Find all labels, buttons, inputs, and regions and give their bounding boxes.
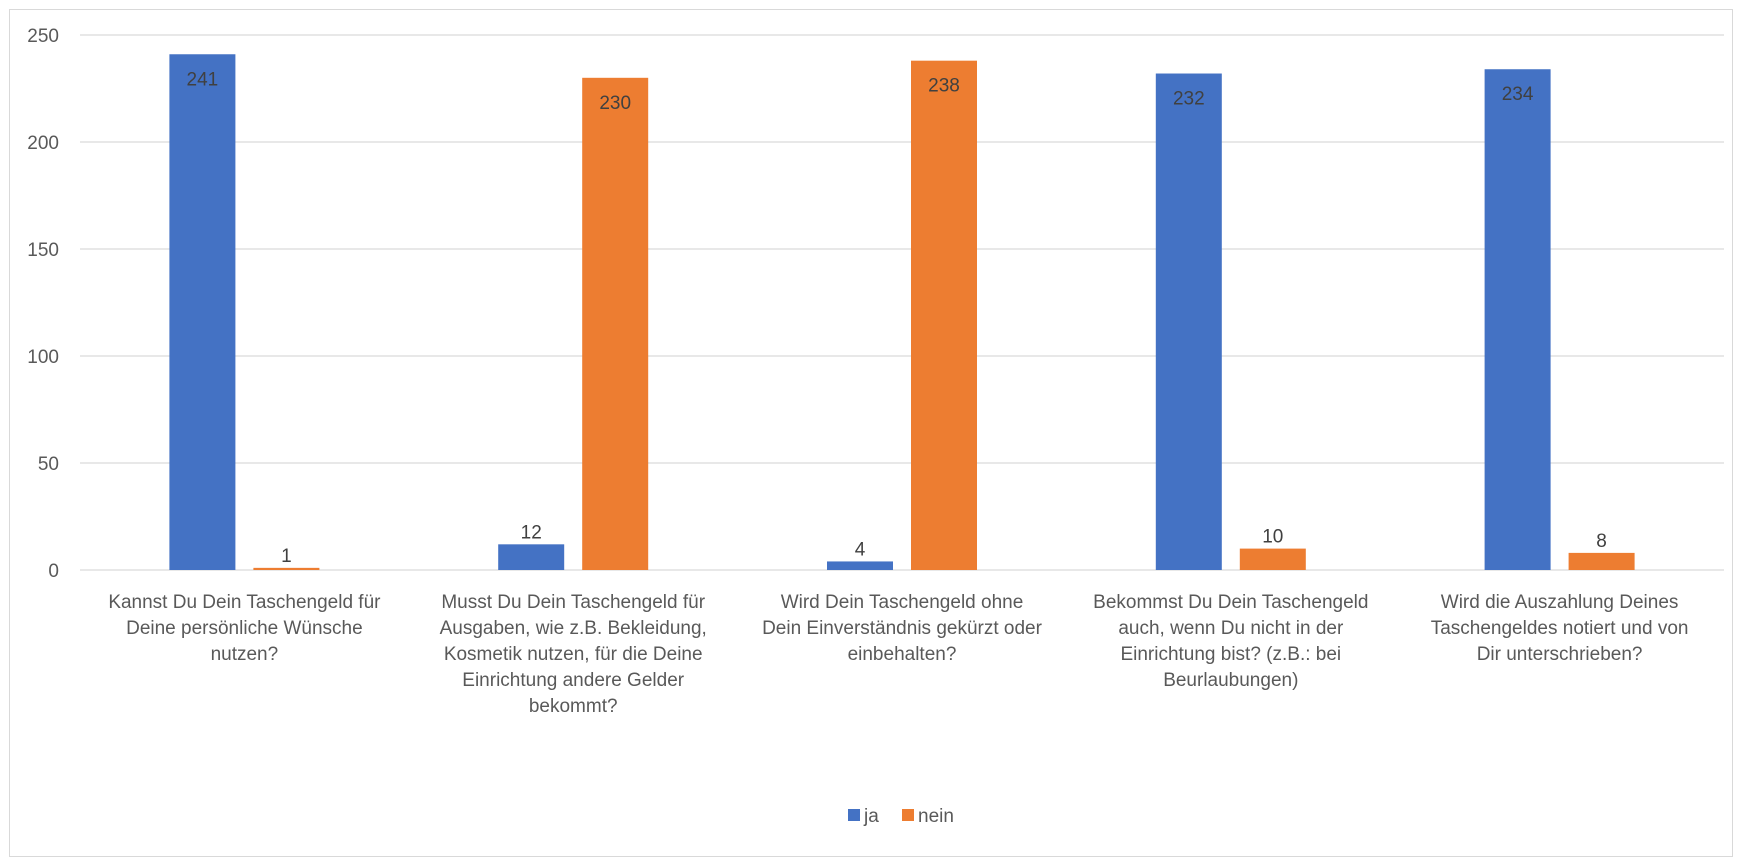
category-label-line: Dir unterschrieben?: [1477, 644, 1643, 665]
y-tick-label: 200: [27, 133, 59, 154]
category-label: Bekommst Du Dein Taschengeld auch, wenn D…: [1093, 592, 1368, 691]
gridlines: [80, 34, 1724, 571]
category-label-line: Beurlaubungen): [1163, 670, 1298, 691]
category-label-line: Taschengeldes notiert und von: [1431, 618, 1689, 639]
y-tick-label: 150: [27, 240, 59, 261]
data-label: 238: [928, 76, 960, 97]
y-axis-ticks: 0 50 100 150 200 250: [27, 26, 59, 582]
category-label: Wird Dein Taschengeld ohne Dein Einverstä…: [762, 592, 1043, 665]
bar-nein: [1239, 548, 1306, 570]
bar-ja: [1484, 69, 1551, 571]
bars: [169, 54, 1635, 571]
category-label-line: Dein Einverständnis gekürzt oder: [762, 618, 1043, 639]
data-label: 241: [187, 69, 219, 90]
bar-ja: [827, 561, 893, 570]
data-label: 232: [1173, 89, 1205, 110]
y-tick-label: 100: [27, 347, 59, 368]
bar-nein: [253, 567, 320, 570]
chart-frame: 0 50 100 150 200 250 241 1 12 230 4 238 232 10 234 8 K…: [9, 9, 1733, 857]
category-label-line: Musst Du Dein Taschengeld für: [441, 592, 705, 613]
legend-label: nein: [918, 806, 954, 827]
category-label: Kannst Du Dein Taschengeld für Deine pers…: [108, 592, 381, 665]
data-label: 12: [521, 522, 542, 543]
category-label-line: Wird die Auszahlung Deines: [1441, 592, 1679, 613]
category-labels: Kannst Du Dein Taschengeld für Deine pers…: [108, 592, 1688, 717]
data-label: 234: [1502, 84, 1534, 105]
legend: ja nein: [848, 806, 954, 827]
category-label-line: nutzen?: [211, 644, 279, 665]
category-label-line: Kosmetik nutzen, für die Deine: [444, 644, 703, 665]
y-tick-label: 50: [38, 454, 59, 475]
data-label: 10: [1262, 527, 1283, 548]
category-label-line: Ausgaben, wie z.B. Bekleidung,: [440, 618, 707, 639]
data-labels: 241 1 12 230 4 238 232 10 234 8: [187, 69, 1607, 567]
category-label-line: Kannst Du Dein Taschengeld für: [108, 592, 381, 613]
legend-label: ja: [863, 806, 879, 827]
data-label: 230: [599, 93, 631, 114]
bar-ja: [169, 54, 236, 570]
data-label: 8: [1596, 531, 1607, 552]
bar-nein: [582, 77, 649, 571]
category-label: Musst Du Dein Taschengeld für Ausgaben, w…: [440, 592, 707, 717]
legend-swatch-ja: [848, 809, 860, 821]
legend-swatch-nein: [902, 809, 914, 821]
category-label-line: auch, wenn Du nicht in der: [1118, 618, 1344, 639]
y-tick-label: 0: [48, 561, 59, 582]
category-label-line: Deine persönliche Wünsche: [126, 618, 363, 639]
category-label-line: bekommt?: [529, 696, 618, 717]
category-label: Wird die Auszahlung Deines Taschengeldes …: [1431, 592, 1689, 665]
category-label-line: einbehalten?: [848, 644, 957, 665]
bar-chart: 0 50 100 150 200 250 241 1 12 230 4 238 232 10 234 8 K…: [27, 26, 1724, 827]
bar-ja: [1155, 73, 1222, 570]
bar-nein: [911, 60, 977, 571]
data-label: 4: [855, 539, 866, 560]
category-label-line: Bekommst Du Dein Taschengeld: [1093, 592, 1368, 613]
category-label-line: Einrichtung andere Gelder: [462, 670, 684, 691]
category-label-line: Einrichtung bist? (z.B.: bei: [1120, 644, 1341, 665]
category-label-line: Wird Dein Taschengeld ohne: [781, 592, 1024, 613]
y-tick-label: 250: [27, 26, 59, 47]
data-label: 1: [281, 546, 292, 567]
bar-nein: [1568, 552, 1635, 570]
bar-ja: [498, 544, 565, 570]
